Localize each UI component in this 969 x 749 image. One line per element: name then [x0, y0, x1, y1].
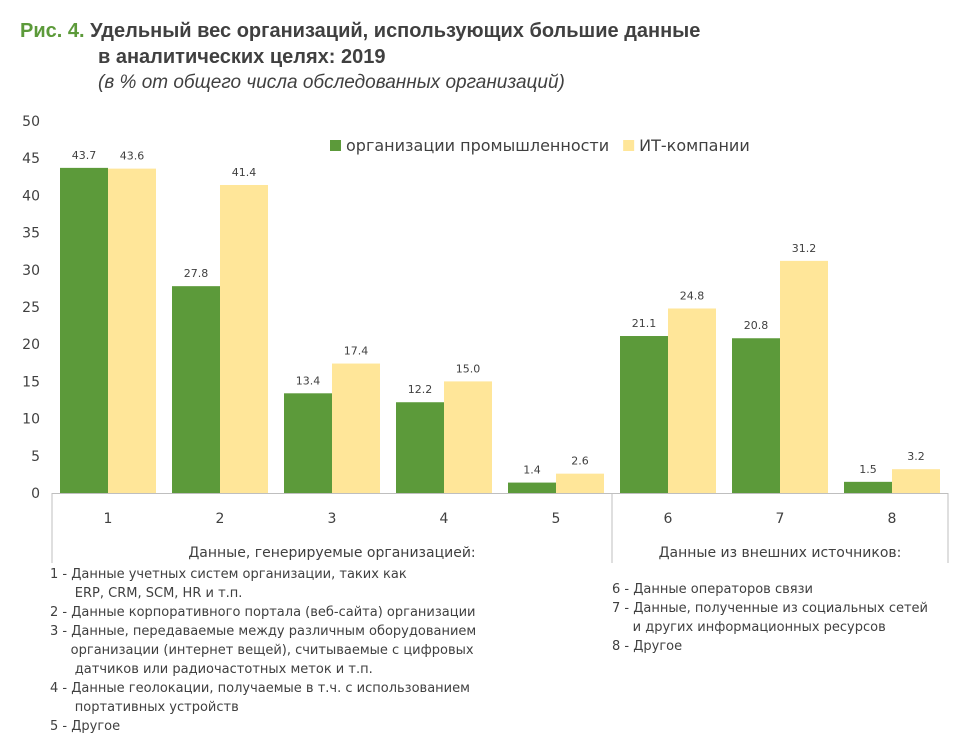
note-line: 6 - Данные операторов связи	[612, 582, 813, 597]
legend-label: организации промышленности	[346, 136, 609, 155]
y-tick-label: 40	[22, 188, 40, 204]
x-tick-label: 5	[552, 511, 561, 527]
legend-swatch-it	[623, 140, 635, 151]
bar-industry	[844, 481, 892, 493]
note-line: ERP, CRM, SCM, HR и т.п.	[50, 586, 243, 601]
notes-internal-sources: 1 - Данные учетных систем организации, т…	[50, 565, 476, 736]
data-label: 43.7	[72, 149, 97, 162]
note-line: организации (интернет вещей), считываемы…	[50, 643, 474, 658]
data-label: 3.2	[907, 450, 925, 463]
data-label: 27.8	[184, 267, 209, 280]
bar-industry	[396, 402, 444, 493]
bar-it	[668, 308, 716, 493]
data-label: 31.2	[792, 242, 817, 255]
y-tick-label: 30	[22, 263, 40, 279]
data-label: 15.0	[456, 362, 481, 375]
note-line: портативных устройств	[50, 700, 239, 715]
legend-label: ИТ-компании	[639, 136, 750, 155]
data-label: 20.8	[744, 319, 769, 332]
figure-label: Рис. 4.	[20, 20, 85, 42]
bar-industry	[620, 336, 668, 493]
data-label: 17.4	[344, 345, 369, 358]
bar-it	[780, 260, 828, 493]
y-tick-label: 5	[31, 449, 40, 465]
note-line: 1 - Данные учетных систем организации, т…	[50, 567, 407, 582]
group-label: Данные из внешних источников:	[659, 545, 902, 561]
x-tick-label: 8	[888, 511, 897, 527]
data-label: 1.5	[859, 463, 877, 476]
y-tick-label: 50	[22, 114, 40, 130]
x-tick-label: 4	[440, 511, 449, 527]
note-line: 4 - Данные геолокации, получаемые в т.ч.…	[50, 681, 470, 696]
y-tick-label: 0	[31, 486, 40, 502]
bar-it	[444, 381, 492, 493]
y-tick-label: 20	[22, 337, 40, 353]
bar-industry	[732, 338, 780, 493]
chart-title-line2: в аналитических целях: 2019	[98, 46, 386, 68]
notes-external-sources: 6 - Данные операторов связи 7 - Данные, …	[612, 580, 928, 656]
y-tick-label: 35	[22, 226, 40, 242]
x-tick-label: 3	[328, 511, 337, 527]
data-label: 13.4	[296, 374, 321, 387]
note-line: датчиков или радиочастотных меток и т.п.	[50, 662, 373, 677]
note-line: и других информационных ресурсов	[612, 620, 886, 635]
chart-title-line1: Рис. 4. Удельный вес организаций, исполь…	[20, 18, 700, 44]
legend-swatch-industry	[330, 140, 341, 151]
data-label: 1.4	[523, 464, 541, 477]
bar-industry	[172, 286, 220, 493]
note-line: 2 - Данные корпоративного портала (веб-с…	[50, 605, 476, 620]
chart-title-block: Рис. 4. Удельный вес организаций, исполь…	[20, 18, 700, 96]
bar-industry	[60, 167, 108, 493]
y-tick-label: 15	[22, 374, 40, 390]
data-label: 43.6	[120, 150, 145, 163]
chart-subtitle: (в % от общего числа обследованных орган…	[98, 72, 565, 93]
data-label: 12.2	[408, 383, 433, 396]
data-label: 21.1	[632, 317, 657, 330]
y-tick-label: 10	[22, 412, 40, 428]
note-line: 8 - Другое	[612, 639, 683, 654]
bar-it	[108, 168, 156, 493]
bar-industry	[284, 393, 332, 493]
data-label: 2.6	[571, 455, 589, 468]
bar-industry	[508, 482, 556, 493]
bar-it	[556, 473, 604, 493]
bar-it	[892, 469, 940, 493]
y-tick-label: 25	[22, 300, 40, 316]
x-tick-label: 1	[104, 511, 113, 527]
note-line: 5 - Другое	[50, 719, 121, 734]
group-label: Данные, генерируемые организацией:	[188, 545, 475, 561]
data-label: 24.8	[680, 289, 705, 302]
x-tick-label: 7	[776, 511, 785, 527]
bar-it	[220, 184, 268, 493]
note-line: 7 - Данные, полученные из социальных сет…	[612, 601, 928, 616]
bar-it	[332, 363, 380, 493]
x-tick-label: 6	[664, 511, 673, 527]
x-tick-label: 2	[216, 511, 225, 527]
data-label: 41.4	[232, 166, 257, 179]
chart-title-text: Удельный вес организаций, использующих б…	[90, 20, 701, 42]
y-tick-label: 45	[22, 151, 40, 167]
note-line: 3 - Данные, передаваемые между различным…	[50, 624, 477, 639]
